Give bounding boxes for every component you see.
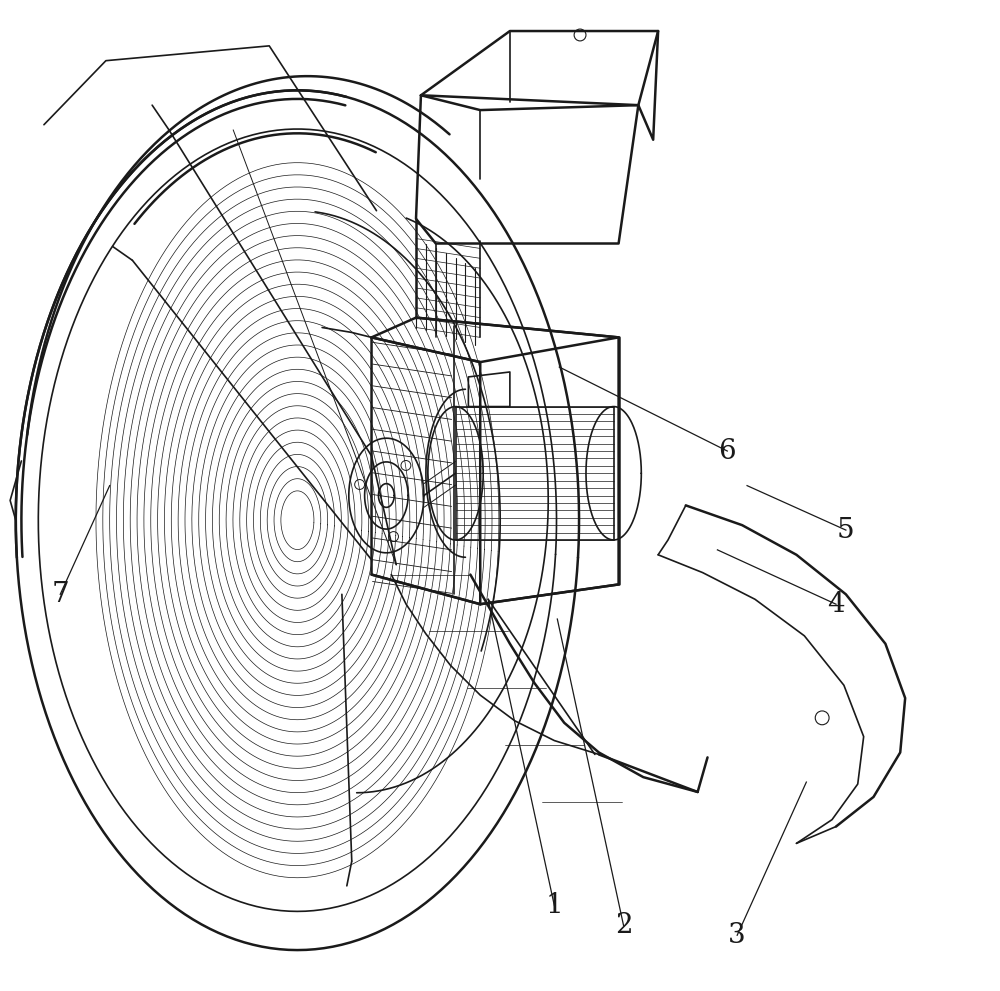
Text: 5: 5 xyxy=(837,516,855,544)
Text: 7: 7 xyxy=(51,581,69,607)
Text: 4: 4 xyxy=(827,591,845,617)
Text: 3: 3 xyxy=(728,922,746,948)
Text: 2: 2 xyxy=(615,912,632,938)
Text: 1: 1 xyxy=(545,892,563,919)
Text: 6: 6 xyxy=(718,438,736,465)
